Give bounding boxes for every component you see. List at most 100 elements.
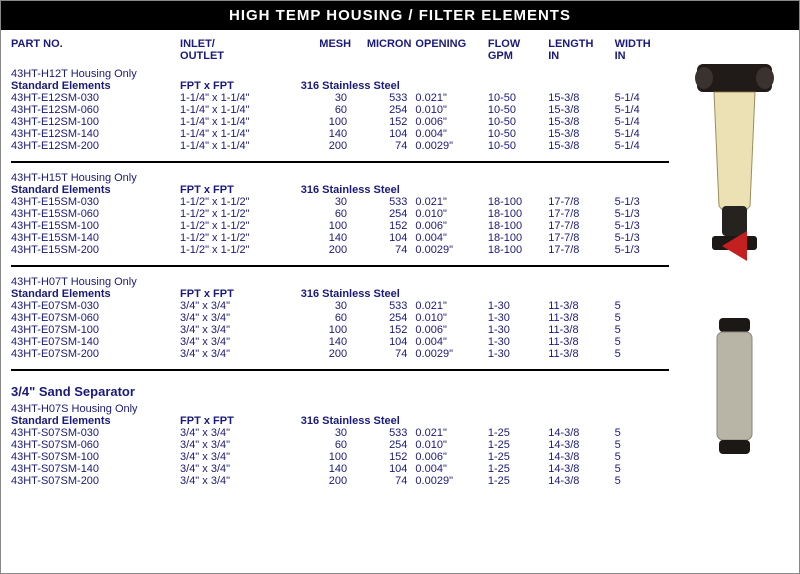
cell-mesh: 140 — [301, 128, 355, 140]
cell-mesh: 200 — [301, 348, 355, 360]
cell-width: 5-1/3 — [615, 232, 669, 244]
cell-micron: 254 — [355, 104, 415, 116]
cell-mesh: 140 — [301, 232, 355, 244]
cell-part: 43HT-S07SM-060 — [11, 439, 180, 451]
cell-micron: 254 — [355, 208, 415, 220]
cell-width: 5 — [615, 439, 669, 451]
cell-length: 11-3/8 — [548, 348, 614, 360]
fitting-label: FPT x FPT — [180, 415, 301, 427]
cell-opening: 0.0029" — [415, 475, 487, 487]
fitting-label: FPT x FPT — [180, 288, 301, 300]
standard-elements-label: Standard Elements — [11, 184, 180, 196]
cell-io: 3/4" x 3/4" — [180, 439, 301, 451]
filter-housing-image — [692, 56, 777, 286]
cell-opening: 0.004" — [415, 336, 487, 348]
cell-length: 17-7/8 — [548, 208, 614, 220]
cell-io: 3/4" x 3/4" — [180, 427, 301, 439]
cell-micron: 74 — [355, 348, 415, 360]
cell-opening: 0.006" — [415, 324, 487, 336]
col-width: WIDTHIN — [615, 36, 669, 64]
cell-length: 14-3/8 — [548, 451, 614, 463]
material-label: 316 Stainless Steel — [301, 80, 669, 92]
cell-io: 1-1/4" x 1-1/4" — [180, 128, 301, 140]
material-label: 316 Stainless Steel — [301, 288, 669, 300]
cell-io: 3/4" x 3/4" — [180, 451, 301, 463]
material-label: 316 Stainless Steel — [301, 415, 669, 427]
cell-mesh: 100 — [301, 451, 355, 463]
cell-mesh: 100 — [301, 116, 355, 128]
cell-length: 11-3/8 — [548, 324, 614, 336]
table-row: 43HT-E12SM-1001-1/4" x 1-1/4"1001520.006… — [11, 116, 669, 128]
cell-flow: 1-25 — [488, 475, 548, 487]
cell-mesh: 100 — [301, 220, 355, 232]
cell-micron: 152 — [355, 220, 415, 232]
cell-width: 5 — [615, 451, 669, 463]
col-flow: FLOWGPM — [488, 36, 548, 64]
cell-length: 17-7/8 — [548, 244, 614, 256]
cell-mesh: 100 — [301, 324, 355, 336]
product-image-area — [669, 36, 789, 487]
cell-flow: 1-25 — [488, 427, 548, 439]
cell-io: 1-1/4" x 1-1/4" — [180, 116, 301, 128]
cell-part: 43HT-S07SM-200 — [11, 475, 180, 487]
cell-mesh: 200 — [301, 244, 355, 256]
content-wrap: PART NO. INLET/OUTLET MESH MICRON OPENIN… — [1, 30, 799, 487]
cell-io: 3/4" x 3/4" — [180, 300, 301, 312]
cell-micron: 254 — [355, 439, 415, 451]
cell-io: 3/4" x 3/4" — [180, 348, 301, 360]
cell-micron: 533 — [355, 92, 415, 104]
cell-flow: 1-30 — [488, 300, 548, 312]
cell-io: 1-1/4" x 1-1/4" — [180, 140, 301, 152]
cell-opening: 0.021" — [415, 196, 487, 208]
cell-length: 15-3/8 — [548, 92, 614, 104]
cell-length: 17-7/8 — [548, 220, 614, 232]
cell-width: 5 — [615, 336, 669, 348]
cell-io: 1-1/2" x 1-1/2" — [180, 244, 301, 256]
cell-length: 11-3/8 — [548, 336, 614, 348]
material-label: 316 Stainless Steel — [301, 184, 669, 196]
section-sub-row: Standard ElementsFPT x FPT316 Stainless … — [11, 415, 669, 427]
housing-label: 43HT-H15T Housing Only — [11, 168, 669, 184]
cell-flow: 18-100 — [488, 232, 548, 244]
cell-flow: 1-25 — [488, 439, 548, 451]
cell-mesh: 60 — [301, 439, 355, 451]
cell-opening: 0.021" — [415, 427, 487, 439]
cell-width: 5 — [615, 475, 669, 487]
cell-length: 11-3/8 — [548, 300, 614, 312]
cell-part: 43HT-E15SM-060 — [11, 208, 180, 220]
cell-length: 14-3/8 — [548, 427, 614, 439]
cell-flow: 18-100 — [488, 208, 548, 220]
cell-mesh: 30 — [301, 300, 355, 312]
cell-length: 15-3/8 — [548, 104, 614, 116]
section-housing-row: 43HT-H15T Housing Only — [11, 168, 669, 184]
table-row: 43HT-E12SM-0601-1/4" x 1-1/4"602540.010"… — [11, 104, 669, 116]
section-sub-row: Standard ElementsFPT x FPT316 Stainless … — [11, 288, 669, 300]
cell-width: 5-1/3 — [615, 244, 669, 256]
cell-width: 5-1/3 — [615, 196, 669, 208]
cell-flow: 1-30 — [488, 312, 548, 324]
spec-table-area: PART NO. INLET/OUTLET MESH MICRON OPENIN… — [11, 36, 669, 487]
col-micron: MICRON — [355, 36, 415, 64]
section-extra-header: 3/4" Sand Separator — [11, 376, 669, 399]
table-row: 43HT-E15SM-1401-1/2" x 1-1/2"1401040.004… — [11, 232, 669, 244]
cell-length: 15-3/8 — [548, 116, 614, 128]
cell-part: 43HT-E07SM-030 — [11, 300, 180, 312]
table-row: 43HT-E15SM-1001-1/2" x 1-1/2"1001520.006… — [11, 220, 669, 232]
cell-flow: 1-30 — [488, 336, 548, 348]
cell-part: 43HT-S07SM-100 — [11, 451, 180, 463]
cell-part: 43HT-E07SM-200 — [11, 348, 180, 360]
cell-opening: 0.006" — [415, 451, 487, 463]
cell-flow: 1-30 — [488, 324, 548, 336]
cell-mesh: 60 — [301, 208, 355, 220]
cell-flow: 1-25 — [488, 451, 548, 463]
header-row: PART NO. INLET/OUTLET MESH MICRON OPENIN… — [11, 36, 669, 64]
cell-width: 5 — [615, 300, 669, 312]
cell-micron: 104 — [355, 463, 415, 475]
cell-width: 5 — [615, 324, 669, 336]
cell-width: 5-1/3 — [615, 208, 669, 220]
section-sub-row: Standard ElementsFPT x FPT316 Stainless … — [11, 80, 669, 92]
cell-mesh: 140 — [301, 463, 355, 475]
cell-opening: 0.004" — [415, 128, 487, 140]
table-row: 43HT-E15SM-2001-1/2" x 1-1/2"200740.0029… — [11, 244, 669, 256]
cell-mesh: 30 — [301, 196, 355, 208]
